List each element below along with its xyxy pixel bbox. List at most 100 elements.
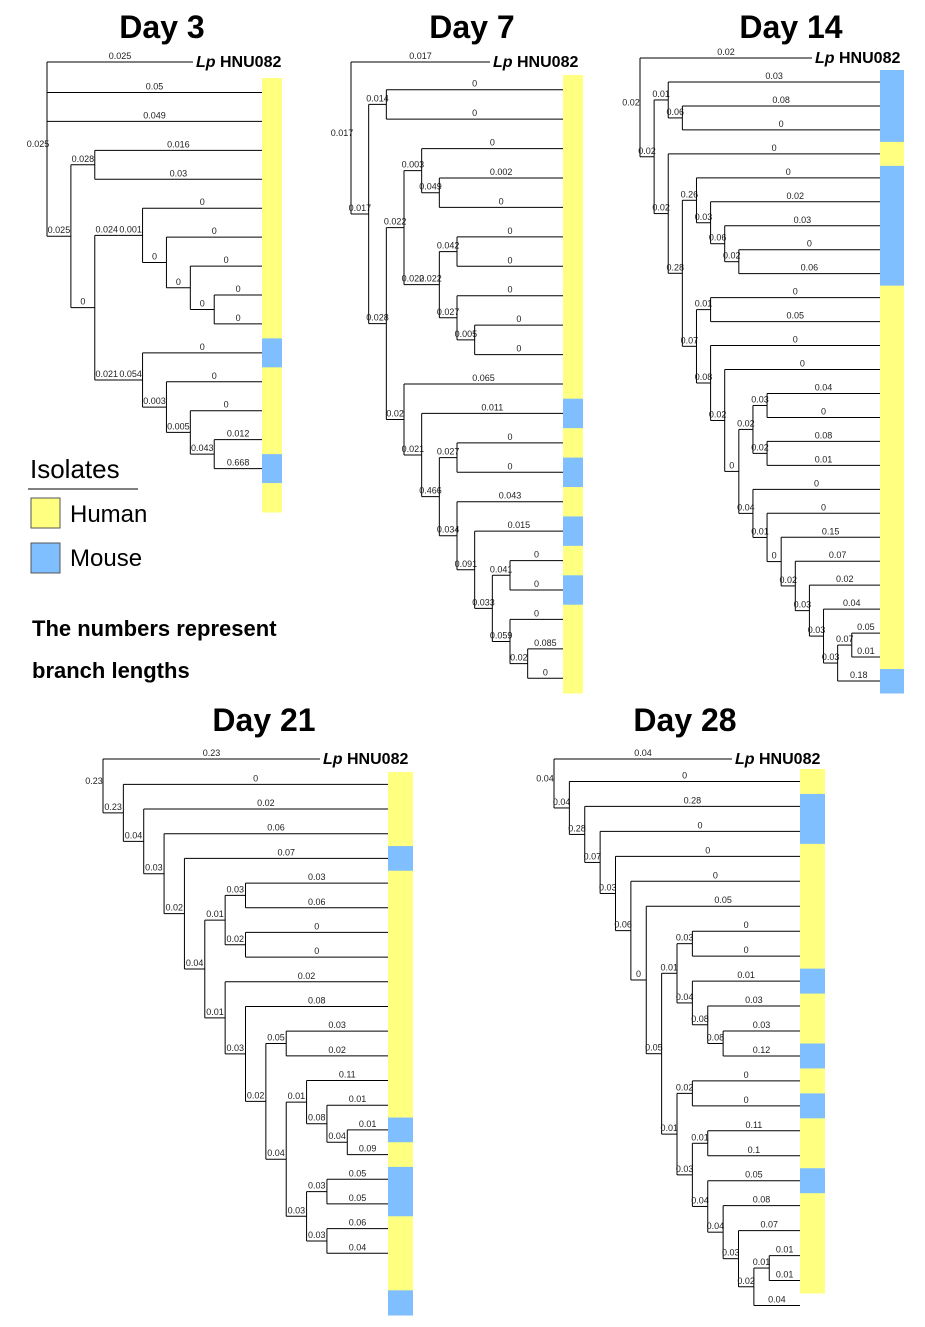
branch-length-label: 0.012 [227, 429, 250, 439]
branch-length-label: 0.03 [695, 212, 713, 222]
branch-length-label: 0.06 [308, 897, 326, 907]
branch-length-label: 0.01 [751, 526, 769, 536]
branch-length-label: 0.02 [386, 409, 404, 419]
host-strip-segment-mouse [563, 575, 583, 606]
branch-length-label: 0.04 [267, 1148, 285, 1158]
host-strip-segment-mouse [262, 338, 282, 368]
branch-length-label: 0.02 [723, 251, 741, 261]
branch-length-label: 0.022 [402, 274, 425, 284]
branch-length-label: 0 [507, 226, 512, 236]
reference-strain-label: Lp HNU082 [196, 54, 281, 71]
branch-length-label: 0.015 [508, 520, 531, 530]
branch-length-label: 0.04 [768, 1294, 786, 1304]
branch-length-label: 0.05 [349, 1193, 367, 1203]
branch-length-label: 0.08 [815, 430, 833, 440]
branch-length-label: 0.03 [822, 652, 840, 662]
host-strip-segment-mouse [800, 1168, 825, 1194]
legend-label-mouse: Mouse [70, 545, 142, 572]
branch-length-label: 0 [814, 478, 819, 488]
branch-length-label: 0.06 [709, 233, 727, 243]
branch-length-label: 0.07 [681, 335, 699, 345]
branch-length-label: 0 [507, 255, 512, 265]
branch-length-label: 0.016 [167, 139, 190, 149]
legend-swatch-human [30, 497, 61, 529]
host-strip-segment-mouse [800, 1093, 825, 1119]
host-strip-segment-mouse [388, 1166, 413, 1217]
host-strip-segment-human [563, 545, 583, 576]
host-strip-segment-human [388, 870, 413, 1119]
branch-length-label: 0 [152, 251, 157, 261]
branch-length-label: 0.04 [553, 797, 571, 807]
branch-length-label: 0 [200, 342, 205, 352]
panel-title: Day 28 [633, 702, 736, 738]
branch-length-label: 0.054 [119, 369, 142, 379]
branch-length-label: 0.02 [510, 653, 528, 663]
panel-title: Day 3 [119, 9, 204, 45]
branch-length-label: 0 [507, 285, 512, 295]
branch-length-label: 0 [729, 460, 734, 470]
branch-length-label: 0.03 [227, 884, 245, 894]
branch-length-label: 0.04 [125, 830, 143, 840]
branch-length-label: 0.03 [676, 933, 694, 943]
branch-length-label: 0.027 [437, 307, 460, 317]
branch-length-label: 0.08 [695, 372, 713, 382]
branch-length-label: 0.028 [72, 154, 95, 164]
branch-length-label: 0.01 [815, 454, 833, 464]
branch-length-label: 0 [212, 226, 217, 236]
branch-length-label: 0.1 [748, 1145, 761, 1155]
reference-branch-length: 0.017 [409, 51, 432, 61]
branch-length-label: 0 [807, 239, 812, 249]
host-strip-segment-human [262, 483, 282, 513]
branch-length-label: 0.03 [722, 1248, 740, 1258]
host-strip-segment-human [800, 769, 825, 795]
branch-length-label: 0.07 [829, 550, 847, 560]
branch-length-label: 0.043 [499, 491, 522, 501]
branch-length-label: 0.03 [794, 215, 812, 225]
branch-length-label: 0.022 [419, 274, 442, 284]
branch-length-label: 0.18 [850, 670, 868, 680]
branch-length-label: 0 [224, 255, 229, 265]
branch-length-label: 0.01 [288, 1091, 306, 1101]
branch-length-label: 0.08 [772, 95, 790, 105]
branch-length-label: 0.04 [843, 598, 861, 608]
host-strip-segment-mouse [800, 968, 825, 995]
branch-length-label: 0.02 [836, 574, 854, 584]
branch-length-label: 0.091 [455, 559, 478, 569]
branch-length-label: 0.021 [95, 369, 118, 379]
branch-length-label: 0 [772, 551, 777, 561]
branch-length-label: 0.466 [419, 486, 442, 496]
branch-length-label: 0.02 [165, 903, 183, 913]
branch-length-label: 0.03 [308, 1181, 326, 1191]
tree-panels: Day 3 0.025 0.025 Lp HNU082 0.05 0.049 0.025 0.… [27, 9, 904, 1316]
branch-length-label: 0.07 [584, 851, 602, 861]
branch-length-label: 0.07 [277, 847, 295, 857]
branch-length-label: 0.03 [751, 394, 769, 404]
legend-title: Isolates [30, 454, 120, 484]
branch-length-label: 0 [793, 335, 798, 345]
branch-length-label: 0.02 [737, 1276, 755, 1286]
reference-branch-length: 0.23 [203, 748, 221, 758]
branch-length-label: 0.02 [652, 203, 670, 213]
branch-length-label: 0 [80, 297, 85, 307]
branch-length-label: 0 [534, 608, 539, 618]
branch-length-label: 0.04 [676, 992, 694, 1002]
branch-length-label: 0.26 [681, 189, 699, 199]
branch-length-label: 0.03 [227, 1043, 245, 1053]
branch-length-label: 0 [636, 969, 641, 979]
branch-length-label: 0 [713, 870, 718, 880]
branch-length-label: 0.06 [349, 1218, 367, 1228]
branch-length-label: 0 [682, 770, 687, 780]
branch-length-label: 0.03 [308, 1230, 326, 1240]
host-strip-segment-mouse [563, 398, 583, 429]
host-strip-segment-mouse [563, 516, 583, 547]
branch-length-label: 0.059 [490, 631, 513, 641]
branch-length-label: 0.03 [808, 625, 826, 635]
branch-length-label: 0.06 [667, 107, 685, 117]
branch-length-label: 0.025 [48, 225, 71, 235]
branch-length-label: 0 [200, 298, 205, 308]
host-strip-segment-human [262, 78, 282, 339]
branch-length-label: 0.04 [737, 502, 755, 512]
branch-length-label: 0.05 [857, 622, 875, 632]
branch-length-label: 0.11 [339, 1070, 356, 1080]
host-strip-segment-human [388, 772, 413, 847]
